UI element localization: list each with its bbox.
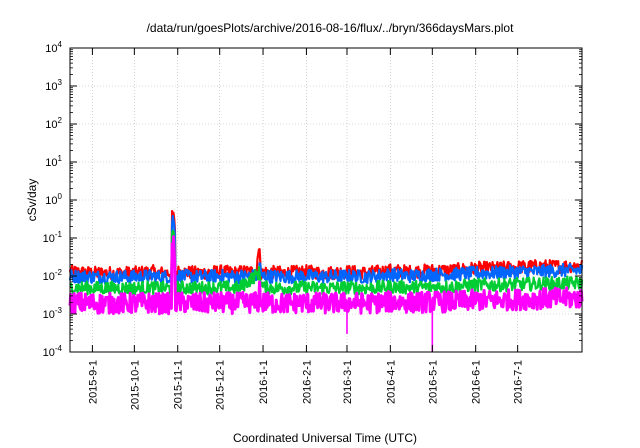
x-tick-label: 2016-4-1 xyxy=(385,360,397,404)
chart-title: /data/run/goesPlots/archive/2016-08-16/f… xyxy=(147,21,515,35)
y-axis-label: cSv/day xyxy=(25,179,39,222)
y-axis: 104 103 102 101 100 10-1 10-2 10-3 10-4 xyxy=(43,40,582,359)
series-1-line xyxy=(68,215,584,285)
x-tick-label: 2016-1-1 xyxy=(258,360,270,404)
series-layer xyxy=(68,210,584,352)
y-tick-label: 104 xyxy=(45,40,62,55)
x-tick-label: 2016-7-1 xyxy=(513,360,525,404)
y-tick-label: 103 xyxy=(45,78,62,93)
y-tick-label: 10-4 xyxy=(43,344,63,359)
x-tick-label: 2016-3-1 xyxy=(342,360,354,404)
y-tick-label: 102 xyxy=(45,116,62,131)
x-tick-label: 2015-11-1 xyxy=(173,360,185,409)
y-tick-label: 101 xyxy=(45,154,62,169)
x-axis-label: Coordinated Universal Time (UTC) xyxy=(233,431,417,445)
y-tick-label: 10-1 xyxy=(43,230,63,245)
x-axis: 2015-9-1 2015-10-1 2015-11-1 2015-12-1 2016-… xyxy=(87,48,525,410)
series-2-line xyxy=(69,229,584,296)
x-tick-label: 2015-10-1 xyxy=(129,360,141,410)
x-tick-label: 2016-6-1 xyxy=(471,360,483,404)
x-tick-label: 2015-9-1 xyxy=(87,360,99,404)
x-tick-label: 2016-2-1 xyxy=(301,360,313,404)
x-tick-label: 2016-5-1 xyxy=(427,360,439,404)
y-tick-label: 10-3 xyxy=(43,306,63,321)
x-tick-label: 2015-12-1 xyxy=(215,360,227,410)
y-tick-label: 100 xyxy=(45,192,62,207)
series-3-line xyxy=(68,235,584,316)
y-tick-label: 10-2 xyxy=(43,268,63,283)
